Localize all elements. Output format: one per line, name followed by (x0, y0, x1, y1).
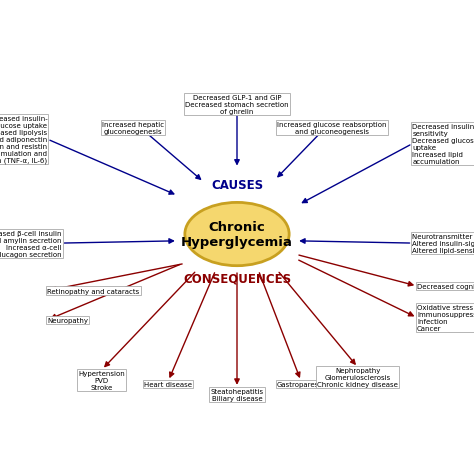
Text: Hypertension
PVD
Stroke: Hypertension PVD Stroke (79, 370, 125, 390)
Text: Decreased cognition: Decreased cognition (417, 283, 474, 290)
Text: Retinopathy and cataracts: Retinopathy and cataracts (47, 288, 140, 294)
Ellipse shape (201, 212, 273, 257)
Text: Chronic
Hyperglycemia: Chronic Hyperglycemia (181, 221, 293, 249)
Ellipse shape (185, 203, 289, 266)
Text: Decreased insulin
sensitivity
Decreased glucose
uptake
Increased lipid
accumulat: Decreased insulin sensitivity Decreased … (412, 124, 474, 165)
Text: CAUSES: CAUSES (211, 179, 263, 192)
Ellipse shape (185, 203, 289, 266)
Text: Increased glucose reabsorption
and gluconeogenesis: Increased glucose reabsorption and gluco… (277, 122, 387, 135)
Text: Decreased insulin-
dependent glucose uptake
Increased lipolysis
Decreased adipon: Decreased insulin- dependent glucose upt… (0, 115, 47, 164)
Ellipse shape (192, 207, 282, 262)
Text: CONSEQUENCES: CONSEQUENCES (183, 272, 291, 285)
Text: Neuropathy: Neuropathy (47, 317, 88, 323)
Text: Oxidative stress
Immunosuppression
Infection
Cancer: Oxidative stress Immunosuppression Infec… (417, 304, 474, 331)
Text: Steatohepatitis
Biliary disease: Steatohepatitis Biliary disease (210, 388, 264, 401)
Text: Decreased GLP-1 and GIP
Decreased stomach secretion
of ghrelin: Decreased GLP-1 and GIP Decreased stomac… (185, 95, 289, 115)
Text: Neurotransmitter dysfunction
Altered insulin-signaling
Altered lipid-sensing: Neurotransmitter dysfunction Altered ins… (412, 234, 474, 253)
Text: Decreased β-cell insulin
and amylin secretion
Increased α-cell
glucagon secretio: Decreased β-cell insulin and amylin secr… (0, 230, 62, 257)
Text: Gastroparesis: Gastroparesis (277, 381, 325, 387)
Text: Nephropathy
Glomerulosclerosis
Chronic kidney disease: Nephropathy Glomerulosclerosis Chronic k… (318, 368, 398, 387)
Text: Increased hepatic
gluconeogenesis: Increased hepatic gluconeogenesis (101, 122, 164, 135)
Text: Heart disease: Heart disease (144, 381, 192, 387)
